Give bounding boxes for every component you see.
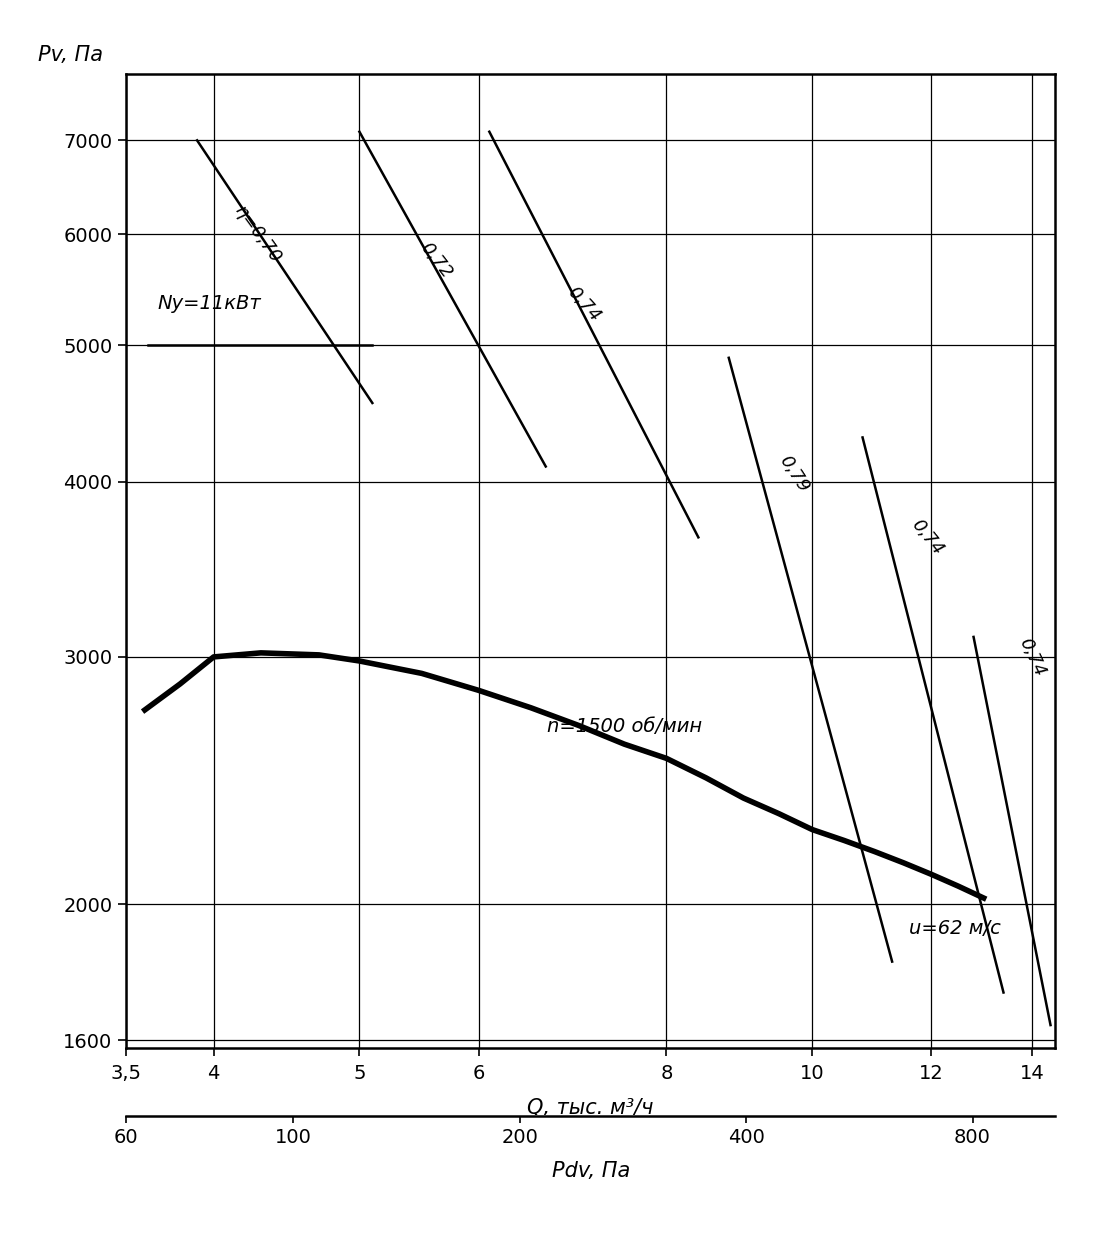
Text: u=62 м/с: u=62 м/с [909, 920, 1001, 939]
Text: 0,74: 0,74 [908, 516, 946, 559]
Text: η=0,70: η=0,70 [231, 202, 285, 267]
Text: 0,74: 0,74 [564, 283, 604, 325]
Text: 0,74: 0,74 [1015, 635, 1048, 680]
Text: Ny=11кВт: Ny=11кВт [157, 294, 262, 312]
Text: Pv, Па: Pv, Па [38, 45, 103, 64]
Text: 0,72: 0,72 [417, 239, 455, 281]
X-axis label: Q, тыс. м³/ч: Q, тыс. м³/ч [528, 1097, 654, 1117]
Text: n=1500 об/мин: n=1500 об/мин [547, 717, 702, 735]
X-axis label: Pdv, Па: Pdv, Па [552, 1161, 630, 1180]
Text: 0,79: 0,79 [775, 453, 812, 496]
